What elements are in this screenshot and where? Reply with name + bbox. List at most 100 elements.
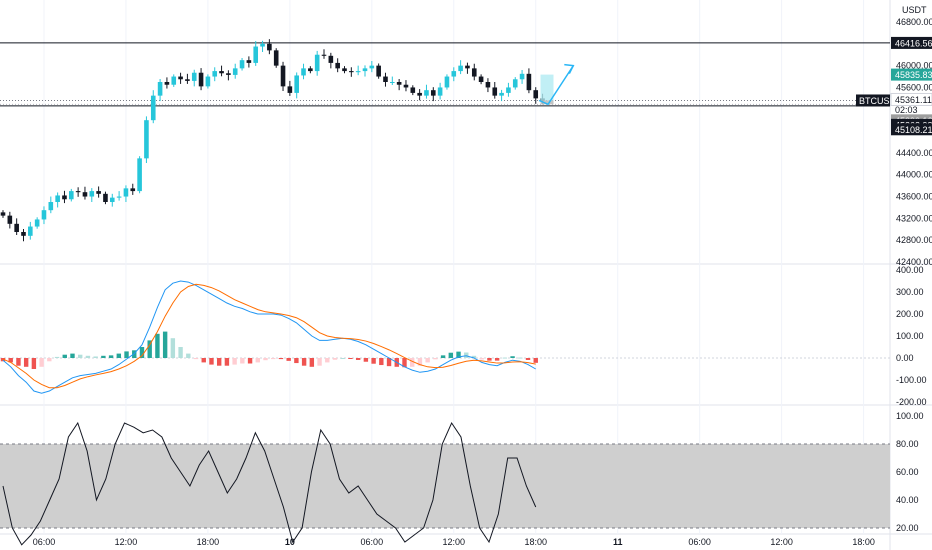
signal-line [2, 283, 536, 389]
macd-histogram-bar [479, 358, 484, 360]
stoch-rsi-pane[interactable] [0, 421, 890, 546]
target-zone [540, 74, 554, 101]
time-tick-label: 12:00 [115, 537, 138, 547]
macd-pane[interactable] [0, 280, 890, 394]
candle-body [164, 82, 170, 85]
macd-histogram-bar [139, 347, 145, 358]
candle-body [301, 68, 306, 76]
symbol-tag: BTCUSDT [856, 94, 902, 107]
candle-body [144, 120, 149, 159]
macd-histogram-bar [332, 358, 338, 360]
macd-histogram-bar [271, 358, 276, 360]
candle-body [410, 87, 416, 93]
candle-body [485, 82, 491, 88]
candle-body [465, 65, 470, 69]
macd-histogram-bar [487, 358, 492, 361]
price-tags: 46416.5645835.8345361.1102:0345290.16452… [890, 36, 932, 136]
price-tag-bg [891, 123, 932, 136]
candle-body [383, 76, 388, 82]
candle-body [130, 188, 136, 192]
candle-body [308, 68, 313, 72]
macd-histogram-bar [39, 358, 44, 367]
price-tag-bg [891, 36, 932, 49]
candle-body [287, 86, 293, 93]
candle-body [403, 84, 409, 88]
macd-histogram-bar [278, 358, 284, 360]
macd-histogram-bar [170, 338, 176, 358]
price-tag: 45108.21 [891, 123, 932, 136]
macd-histogram-bar [440, 355, 446, 358]
macd-histogram-bar [263, 358, 268, 361]
macd-histogram-bar [494, 358, 500, 361]
price-tag-label: 45108.21 [895, 125, 932, 135]
candle-body [109, 197, 115, 202]
time-axis[interactable]: 06:00 12:00 18:00 10 06:00 12:00 18:00 11 06:00 1… [33, 537, 875, 547]
macd-histogram-bar [108, 355, 114, 358]
macd-tick-label: -200.00 [896, 397, 927, 407]
macd-histogram-bar [85, 355, 91, 358]
price-tag: 45835.83 [891, 68, 932, 81]
symbol-tag-bg [856, 94, 890, 107]
candle-body [212, 71, 218, 77]
macd-histogram-bar [433, 358, 438, 360]
time-tick-label: 12:00 [443, 537, 466, 547]
macd-tick-label: 300.00 [896, 287, 924, 297]
macd-histogram-bar [348, 358, 353, 359]
macd-histogram-bar [240, 358, 245, 364]
candle-body [451, 71, 457, 77]
time-tick-label: 18:00 [524, 537, 547, 547]
macd-histogram-bar [62, 354, 67, 358]
time-tick-label: 10 [285, 537, 295, 547]
macd-tick-label: 100.00 [896, 331, 924, 341]
macd-tick-label: 200.00 [896, 309, 924, 319]
candle-body [321, 54, 327, 56]
candle-body [150, 95, 156, 121]
macd-tick-label: 0.00 [896, 353, 914, 363]
rsi-tick-label: 80.00 [896, 439, 919, 449]
rsi-tick-label: 20.00 [896, 523, 919, 533]
price-pane[interactable]: BTCUSDT [0, 39, 902, 242]
macd-histogram-bar [31, 358, 37, 369]
macd-histogram-bar [155, 333, 160, 358]
macd-histogram-bar [116, 353, 122, 358]
candle-body [7, 215, 13, 224]
candle-body [69, 191, 74, 200]
macd-histogram-bar [0, 358, 6, 362]
macd-histogram-bar [525, 358, 531, 360]
candle-body [430, 90, 436, 96]
candle-body [205, 76, 211, 87]
macd-histogram-bar [70, 353, 75, 358]
candle-body [273, 50, 279, 66]
price-tick-label: 46000.00 [896, 61, 932, 71]
candle-body [314, 54, 320, 72]
macd-histogram-bar [355, 358, 361, 360]
candle-body [506, 87, 511, 93]
candle-body [471, 68, 477, 77]
price-tag-label: 45361.11 [895, 95, 932, 105]
price-tick-label: 44400.00 [896, 148, 932, 158]
time-tick-label: 18:00 [852, 537, 875, 547]
candle-body [519, 73, 525, 80]
candle-body [294, 75, 299, 93]
macd-histogram-bar [402, 358, 407, 368]
candle-body [437, 87, 443, 96]
price-axis[interactable]: USDT 42400.00 42800.00 43200.00 43600.00 440… [896, 5, 932, 533]
macd-histogram-bar [93, 356, 98, 358]
macd-histogram-bar [317, 358, 322, 366]
macd-histogram-bar [533, 358, 538, 363]
macd-histogram-bar [216, 358, 222, 366]
macd-histogram-bar [201, 358, 206, 363]
rsi-tick-label: 60.00 [896, 467, 919, 477]
candle-body [157, 82, 163, 96]
candle-body [191, 72, 197, 81]
candle-body [444, 76, 450, 88]
candle-body [369, 65, 375, 69]
stoch-rsi-line [2, 421, 537, 546]
candle-body [219, 71, 224, 74]
price-tick-label: 45600.00 [896, 82, 932, 92]
candle-body [116, 196, 122, 198]
macd-histogram-bar [147, 340, 152, 358]
time-tick-label: 06:00 [33, 537, 56, 547]
projection-arrowhead [564, 63, 575, 74]
